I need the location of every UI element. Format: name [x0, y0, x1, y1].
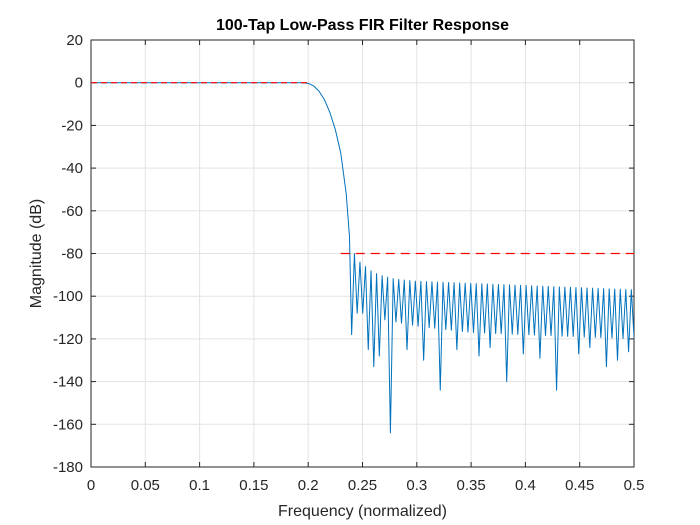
x-tick-label: 0.4 [515, 477, 536, 494]
x-tick-label: 0.05 [131, 477, 160, 494]
y-tick-label: -180 [53, 459, 83, 476]
y-tick-label: 0 [75, 75, 83, 92]
series-layer [91, 82, 634, 434]
x-axis-label: Frequency (normalized) [278, 503, 447, 520]
y-tick-label: -120 [53, 331, 83, 348]
x-tick-label: 0.5 [624, 477, 645, 494]
x-tick-label: 0.15 [239, 477, 268, 494]
chart-title: 100-Tap Low-Pass FIR Filter Response [216, 17, 509, 34]
x-tick-label: 0.3 [406, 477, 427, 494]
y-tick-label: -40 [61, 160, 83, 177]
y-tick-label: -60 [61, 203, 83, 220]
y-tick-label: -20 [61, 117, 83, 134]
x-tick-label: 0.2 [298, 477, 319, 494]
x-tick-label: 0.35 [456, 477, 485, 494]
magnitude-response-line [91, 82, 634, 434]
x-tick-labels: 0 0.05 0.1 0.15 0.2 0.25 0.3 0.35 0.4 0.45 0.5 [87, 477, 645, 494]
x-tick-label: 0 [87, 477, 95, 494]
y-tick-label: -140 [53, 374, 83, 391]
y-tick-label: -100 [53, 288, 83, 305]
y-tick-label: -160 [53, 416, 83, 433]
y-axis-label: Magnitude (dB) [28, 199, 45, 308]
y-tick-label: -80 [61, 246, 83, 263]
y-tick-label: 20 [66, 32, 83, 49]
x-tick-label: 0.25 [348, 477, 377, 494]
x-tick-label: 0.45 [565, 477, 594, 494]
x-tick-label: 0.1 [189, 477, 210, 494]
y-tick-labels: 20 0 -20 -40 -60 -80 -100 -120 -140 -160 -180 [53, 32, 83, 476]
